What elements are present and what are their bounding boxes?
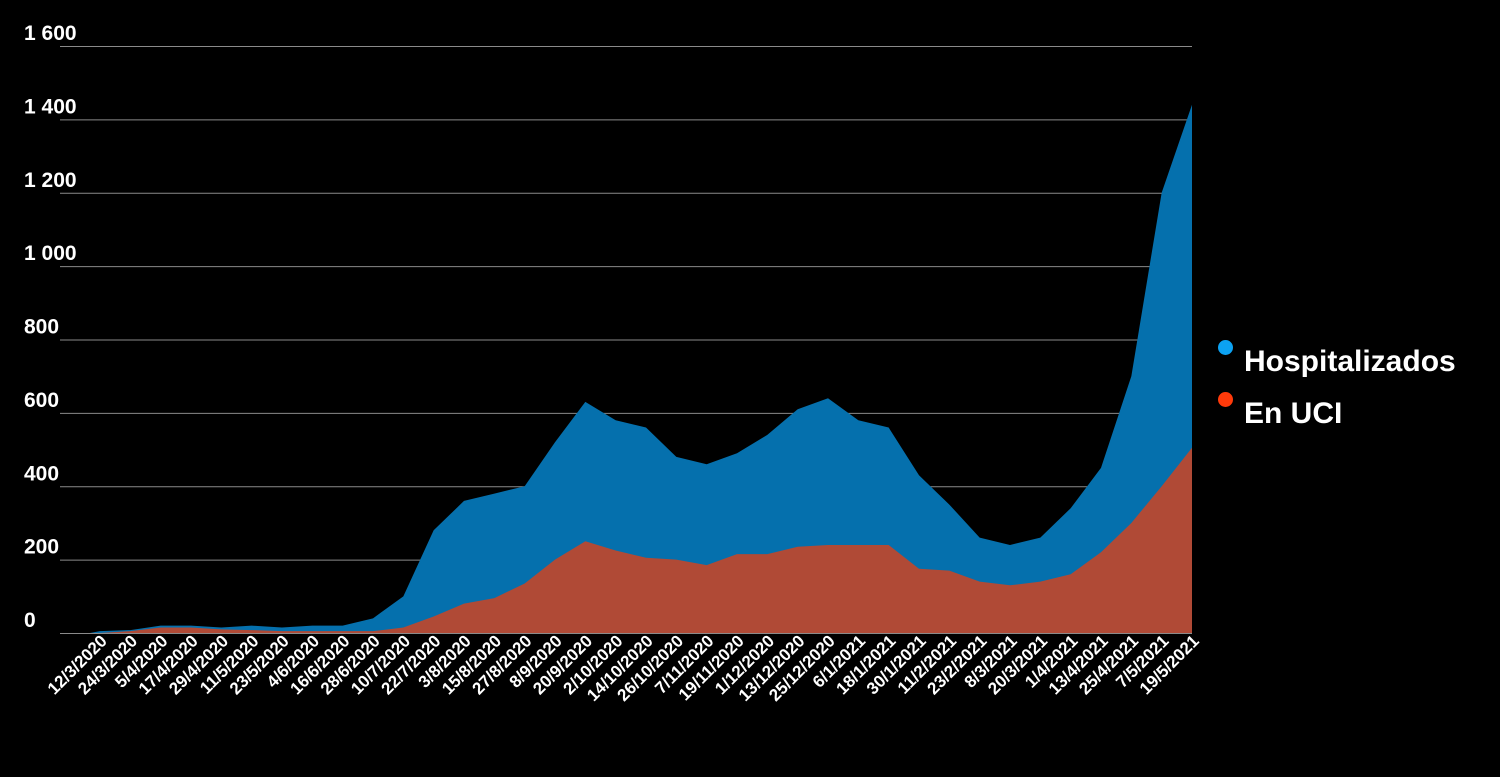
y-tick-label: 1 400 [24,95,77,118]
legend-label: En UCI [1244,397,1343,430]
y-tick-label: 1 200 [24,169,77,192]
legend-item-hospitalizados[interactable]: Hospitalizados [1218,336,1456,388]
areas [90,104,1192,633]
legend-label: Hospitalizados [1244,345,1456,378]
y-tick-label: 1 000 [24,242,77,265]
y-tick-label: 200 [24,536,59,559]
x-axis-ticks: 12/3/202024/3/20205/4/202017/4/202029/4/… [44,631,1203,705]
gridlines [60,46,1192,634]
y-tick-label: 400 [24,462,59,485]
area-uci [90,447,1192,633]
y-axis-ticks: 0 200 400 600 800 1 000 1 200 1 400 1 600 [24,22,77,632]
legend-dot-uci [1218,392,1233,407]
y-tick-label: 600 [24,389,59,412]
y-tick-label: 0 [24,609,36,632]
legend-dot-hospitalizados [1218,340,1233,355]
legend-item-uci[interactable]: En UCI [1218,388,1456,440]
y-tick-label: 1 600 [24,22,77,45]
legend: Hospitalizados En UCI [1218,336,1456,440]
area-hospitalizados [90,104,1192,633]
y-tick-label: 800 [24,316,59,339]
